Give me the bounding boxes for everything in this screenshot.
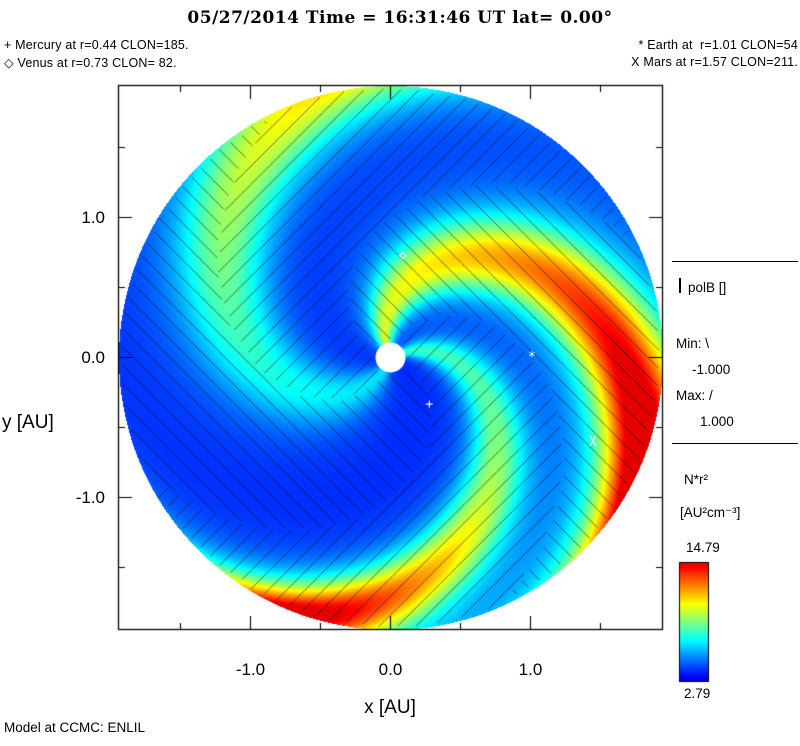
y-tick-label: 0.0 [81, 347, 105, 367]
planet-marker-venus: ◇ [399, 248, 407, 264]
model-credit: Model at CCMC: ENLIL [4, 720, 146, 735]
panel-separator-bottom [672, 443, 798, 444]
polarity-line-sample-icon [679, 278, 681, 293]
colorbar-quantity: N*r² [684, 472, 708, 487]
planet-marker-mercury: + [425, 397, 434, 413]
polarity-max-label: Max: / [676, 388, 713, 403]
colorbar-units: [AU²cm⁻³] [680, 505, 741, 520]
x-tick-label: -1.0 [235, 660, 266, 679]
plot-title: 05/27/2014 Time = 16:31:46 UT lat= 0.00° [187, 8, 613, 28]
x-tick-label: 1.0 [518, 660, 543, 679]
polarity-min-value: -1.000 [692, 362, 731, 377]
x-tick-label: 0.0 [378, 660, 403, 679]
x-axis-label: x [AU] [364, 697, 416, 718]
polarity-min-label: Min: \ [676, 336, 710, 351]
legend-mercury: + Mercury at r=0.44 CLON=185. [4, 38, 189, 52]
polarity-max-value: 1.000 [700, 414, 734, 429]
colorbar-max-value: 14.79 [686, 540, 720, 555]
polarity-title: polB [] [688, 280, 727, 295]
legend-earth: * Earth at r=1.01 CLON=54 [638, 38, 798, 52]
y-axis-label: y [AU] [2, 412, 54, 433]
legend-venus: ◇ Venus at r=0.73 CLON= 82. [4, 56, 177, 70]
panel-separator-top [672, 261, 798, 262]
legend-mars: X Mars at r=1.57 CLON=211. [631, 55, 798, 69]
y-tick-label: 1.0 [81, 207, 105, 227]
planet-marker-mars: X [588, 435, 597, 451]
planet-marker-earth: * [527, 349, 536, 365]
colorbar-min-value: 2.79 [684, 686, 711, 701]
y-tick-label: -1.0 [75, 487, 105, 507]
